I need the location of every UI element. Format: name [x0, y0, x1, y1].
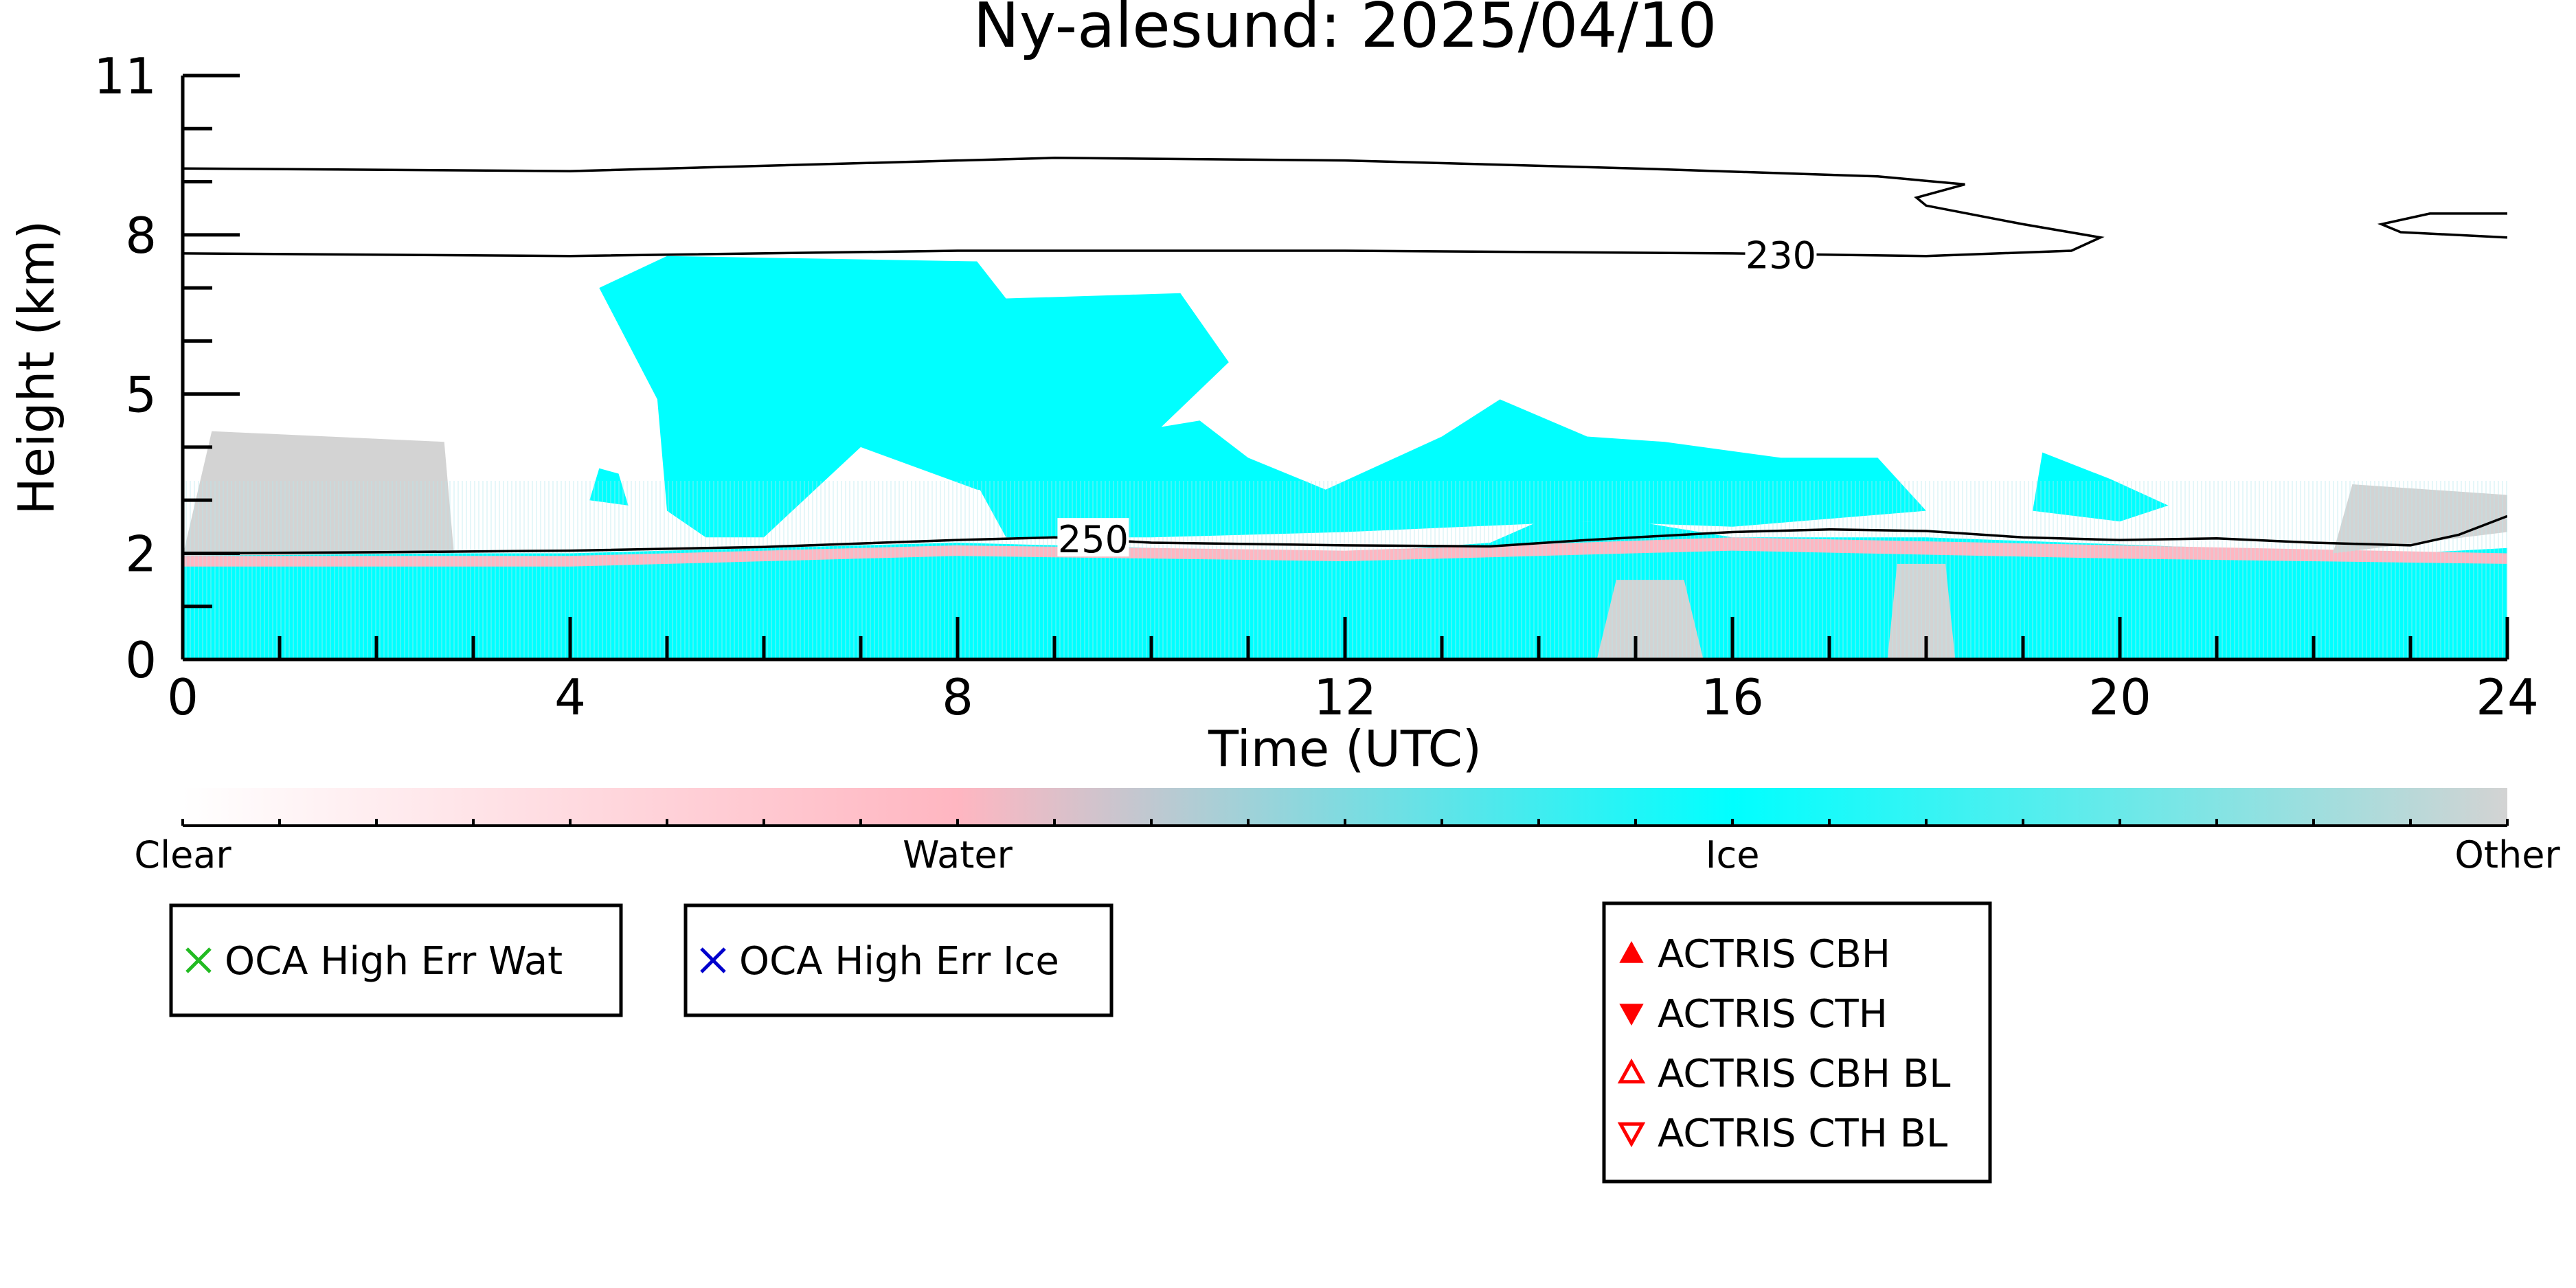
y-tick-label: 2 — [125, 525, 157, 583]
colorbar-tick-label: Water — [903, 833, 1013, 877]
x-tick-label: 24 — [2476, 668, 2539, 726]
legend-oca: OCA High Err Wat OCA High Err Ice — [169, 903, 1114, 1017]
colorbar: Clear Water Ice Other — [134, 788, 2560, 877]
legend-label: OCA High Err Ice — [739, 939, 1059, 984]
contour-label: 230 — [1745, 234, 1816, 278]
triangle-up-icon — [1619, 940, 1644, 963]
x-tick-label: 16 — [1701, 668, 1764, 726]
x-marker-stroke — [700, 947, 726, 973]
triangle-up-icon — [1617, 1058, 1646, 1084]
contour-line — [183, 515, 2507, 555]
x-tick-label: 0 — [167, 668, 199, 726]
temperature-contours: 230 250 — [183, 157, 2507, 561]
x-axis-label: Time (UTC) — [1208, 720, 1482, 778]
triangle-down-icon — [1617, 1122, 1646, 1148]
legend-label: ACTRIS CBH — [1658, 932, 1890, 977]
x-marker-icon — [185, 947, 212, 973]
colorbar-tick-label: Clear — [134, 833, 231, 877]
contour-label-bg — [1745, 234, 1817, 273]
contour-label-bg — [1057, 518, 1129, 557]
legend-label: ACTRIS CTH — [1658, 992, 1888, 1037]
x-tick-label: 12 — [1313, 668, 1377, 726]
y-tick-label: 11 — [93, 47, 157, 105]
chart-title: Ny-alesund: 2025/04/10 — [973, 0, 1717, 62]
y-tick-label: 0 — [125, 631, 157, 689]
x-marker-stroke — [185, 947, 212, 973]
contour-line — [2377, 212, 2507, 239]
plot-area: 230 250 — [183, 157, 2507, 659]
axes: 0 4 8 12 16 20 24 0 2 5 8 11 — [93, 47, 2538, 726]
legend-box — [1602, 901, 1992, 1184]
y-tick-label: 8 — [125, 207, 157, 264]
y-axis-label: Height (km) — [8, 221, 65, 515]
legend-box — [683, 903, 1114, 1017]
legend-actris: ACTRIS CBH ACTRIS CTH ACTRIS CBH BL ACTRIS … — [1602, 901, 1992, 1184]
contour-line — [183, 157, 2105, 258]
x-tick-label: 8 — [942, 668, 973, 726]
y-tick-label: 5 — [125, 366, 157, 424]
colorbar-ticks: Clear Water Ice Other — [134, 819, 2560, 877]
colorbar-tick-label: Ice — [1706, 833, 1760, 877]
legend-label: OCA High Err Wat — [225, 939, 563, 984]
colorbar-tick-label: Other — [2454, 833, 2560, 877]
triangle-down-icon — [1619, 1004, 1644, 1026]
x-marker-icon — [700, 947, 726, 973]
legend-box — [169, 903, 623, 1017]
x-tick-label: 4 — [554, 668, 586, 726]
legend-label: ACTRIS CBH BL — [1658, 1052, 1950, 1096]
legend-label: ACTRIS CTH BL — [1658, 1111, 1947, 1156]
contour-label: 250 — [1058, 518, 1129, 561]
x-tick-label: 20 — [2088, 668, 2151, 726]
